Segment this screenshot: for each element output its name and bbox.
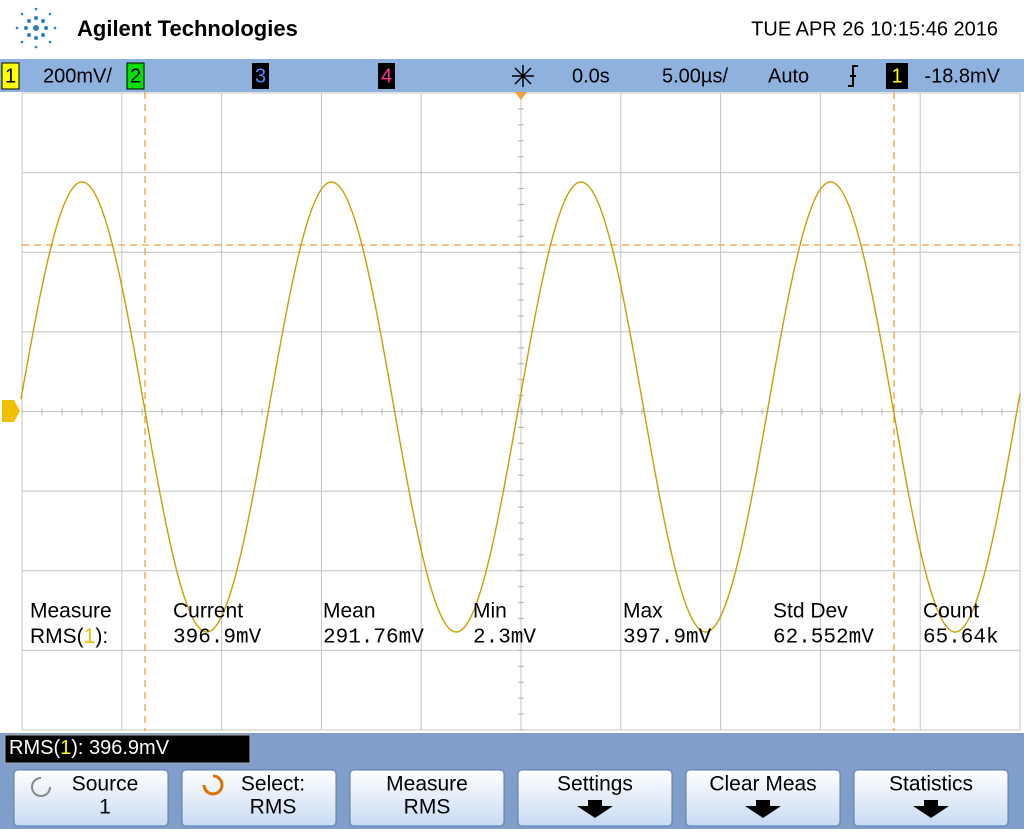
ground-marker: [2, 400, 20, 422]
softkey-label: 1: [99, 796, 111, 819]
channel-box: [252, 63, 269, 89]
measure-header: Mean: [323, 600, 376, 623]
measure-header: Std Dev: [773, 600, 848, 623]
softkey[interactable]: [349, 769, 505, 827]
trigger-level: -18.8mV: [924, 65, 1000, 87]
measure-value: 396.9mV: [173, 627, 262, 650]
measure-value: 2.3mV: [473, 627, 536, 650]
datetime: TUE APR 26 10:15:46 2016: [751, 18, 998, 40]
readout: RMS(1): 396.9mV: [9, 737, 170, 759]
measure-label: RMS(1):: [30, 625, 108, 648]
softkey-arrow: [745, 800, 781, 818]
timebase: 5.00µs/: [662, 65, 728, 87]
softkey-label: Source: [72, 773, 139, 796]
trigger-source: 1: [891, 65, 902, 87]
trigger-icon: [512, 65, 534, 87]
measure-value: 65.64k: [923, 627, 999, 650]
readout-box: [4, 734, 251, 764]
channel-number: 1: [5, 65, 16, 87]
softkey-label: RMS: [250, 796, 297, 819]
trigger-edge: [848, 65, 858, 87]
softkey[interactable]: [853, 769, 1009, 827]
softkey-label: RMS: [404, 796, 451, 819]
measure-header: Count: [923, 600, 979, 623]
channel-scale: 200mV/: [43, 65, 112, 87]
softkey-label: Settings: [557, 773, 633, 796]
delay: 0.0s: [572, 65, 610, 87]
trigger-marker: [515, 92, 527, 100]
trigger-mode: Auto: [768, 65, 809, 87]
channel-box: [126, 62, 145, 90]
waveform: [20, 181, 1021, 633]
softkey-label: Statistics: [889, 773, 973, 796]
softkey[interactable]: [13, 769, 169, 827]
measure-header: Measure: [30, 600, 112, 623]
logo: [15, 7, 57, 49]
measure-header: Current: [173, 600, 243, 623]
channel-box: [378, 63, 395, 89]
channel-box: [886, 63, 908, 89]
measure-header: Max: [623, 600, 663, 623]
channel-number: 3: [255, 65, 266, 87]
knob-icon: [202, 774, 224, 796]
softkey[interactable]: [517, 769, 673, 827]
softkey-label: Measure: [386, 773, 468, 796]
knob-icon: [31, 777, 51, 797]
softkey-label: Select:: [241, 773, 305, 796]
measure-value: 291.76mV: [323, 627, 424, 650]
measurement-table: Measure Current Mean Min Max Std Dev Count RMS(…: [30, 600, 999, 650]
graticule: [21, 92, 1021, 731]
channel-number: 2: [130, 65, 141, 87]
softkey[interactable]: [685, 769, 841, 827]
cursors: [22, 92, 1020, 731]
brand: Agilent Technologies: [77, 16, 298, 41]
measure-value: 397.9mV: [623, 627, 712, 650]
measure-value: 62.552mV: [773, 627, 874, 650]
channel-box: [1, 62, 20, 90]
softkey-arrow: [913, 800, 949, 818]
softkey-label: Clear Meas: [709, 773, 816, 796]
graticule-area: [0, 92, 1024, 733]
channel-number: 4: [381, 65, 392, 87]
softkey-arrow: [577, 800, 613, 818]
measure-header: Min: [473, 600, 507, 623]
